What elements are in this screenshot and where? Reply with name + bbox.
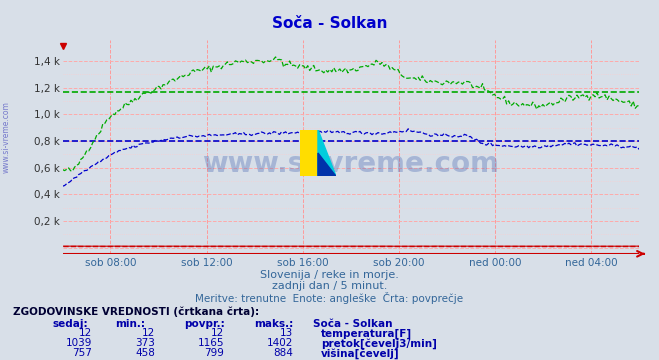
- Text: 458: 458: [135, 348, 155, 358]
- Text: 373: 373: [135, 338, 155, 348]
- Text: ZGODOVINSKE VREDNOSTI (črtkana črta):: ZGODOVINSKE VREDNOSTI (črtkana črta):: [13, 307, 259, 317]
- Text: Soča - Solkan: Soča - Solkan: [272, 16, 387, 31]
- Text: 757: 757: [72, 348, 92, 358]
- Text: 1039: 1039: [66, 338, 92, 348]
- Polygon shape: [318, 153, 336, 176]
- Text: 884: 884: [273, 348, 293, 358]
- Text: www.si-vreme.com: www.si-vreme.com: [2, 101, 11, 173]
- Text: 1402: 1402: [267, 338, 293, 348]
- Text: Meritve: trenutne  Enote: angleške  Črta: povprečje: Meritve: trenutne Enote: angleške Črta: …: [196, 292, 463, 303]
- Polygon shape: [300, 130, 318, 176]
- Text: 12: 12: [142, 328, 155, 338]
- Text: maks.:: maks.:: [254, 319, 293, 329]
- Text: 13: 13: [280, 328, 293, 338]
- Text: min.:: min.:: [115, 319, 146, 329]
- Text: 12: 12: [79, 328, 92, 338]
- Text: 12: 12: [211, 328, 224, 338]
- Text: povpr.:: povpr.:: [185, 319, 225, 329]
- Text: 1165: 1165: [198, 338, 224, 348]
- Text: pretok[čevelj3/min]: pretok[čevelj3/min]: [321, 338, 437, 349]
- Text: višina[čevelj]: višina[čevelj]: [321, 348, 399, 359]
- Text: sedaj:: sedaj:: [53, 319, 88, 329]
- Text: temperatura[F]: temperatura[F]: [321, 328, 412, 339]
- Text: zadnji dan / 5 minut.: zadnji dan / 5 minut.: [272, 281, 387, 291]
- Text: Slovenija / reke in morje.: Slovenija / reke in morje.: [260, 270, 399, 280]
- Text: Soča - Solkan: Soča - Solkan: [313, 319, 393, 329]
- Text: www.si-vreme.com: www.si-vreme.com: [202, 150, 500, 178]
- Polygon shape: [318, 130, 336, 176]
- Text: 799: 799: [204, 348, 224, 358]
